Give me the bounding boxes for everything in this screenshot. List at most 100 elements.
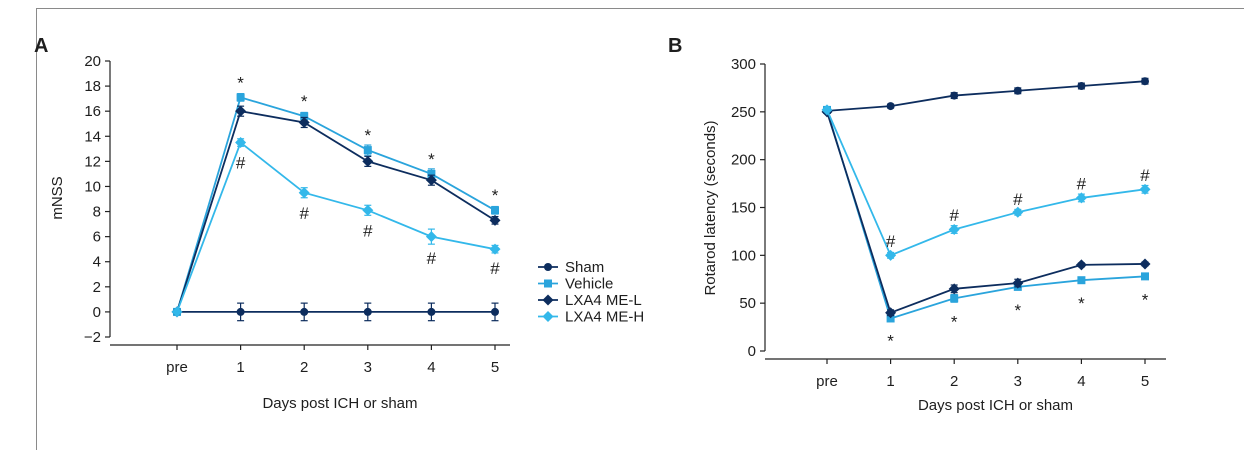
chart1-y-tick-label: 12 — [84, 153, 101, 170]
chart1-annotation: # — [236, 154, 246, 173]
chart2-panel-label: B — [668, 35, 682, 57]
chart1-data-point — [236, 93, 245, 102]
chart1-x-tick-label: 5 — [491, 359, 499, 376]
chart1-y-tick-label: 6 — [93, 229, 101, 246]
chart2-data-point — [948, 224, 960, 236]
chart1-y-tick-label: 20 — [84, 53, 101, 70]
chart1-y-tick-label: 2 — [93, 279, 101, 296]
chart2-data-point — [1139, 258, 1151, 270]
chart1-y-tick-label: −2 — [84, 329, 101, 346]
chart2-x-axis-label: Days post ICH or sham — [918, 397, 1073, 414]
chart2-data-point — [948, 283, 960, 295]
legend-swatch-marker — [544, 263, 552, 271]
chart2-x-tick-label: 4 — [1077, 373, 1085, 390]
chart1-x-tick-label: 2 — [300, 359, 308, 376]
chart1-y-tick-label: 14 — [84, 128, 101, 145]
chart1-data-point — [363, 146, 372, 155]
chart2-data-point — [1141, 77, 1149, 86]
chart2-y-tick-label: 100 — [731, 247, 756, 264]
chart2-data-point — [1012, 206, 1024, 218]
chart2-annotation: * — [1078, 294, 1085, 313]
chart1-data-point — [425, 231, 437, 243]
chart1-annotation: # — [363, 221, 373, 240]
chart1-data-point — [171, 306, 183, 318]
chart2-y-tick-label: 250 — [731, 104, 756, 121]
chart2-data-point — [1075, 259, 1087, 271]
chart2-annotation: # — [1013, 190, 1023, 209]
chart2-y-tick-label: 50 — [739, 295, 756, 312]
chart1-data-point — [489, 214, 501, 226]
chart1-annotation: * — [301, 92, 308, 111]
chart1-annotation: * — [237, 73, 244, 92]
chart1-data-point — [235, 137, 247, 149]
chart2-y-tick-label: 150 — [731, 200, 756, 217]
legend-swatch-marker — [544, 279, 552, 288]
chart2-data-point — [885, 249, 897, 261]
chart1-data-point — [362, 204, 374, 216]
chart2-data-point — [950, 91, 959, 100]
chart1-annotation: * — [492, 186, 499, 205]
chart1-data-point — [298, 187, 310, 199]
chart1-annotation: * — [428, 150, 435, 169]
chart1-annotation: # — [299, 204, 309, 223]
chart1-data-point — [300, 307, 309, 316]
chart1-data-point — [362, 155, 374, 167]
chart2-y-tick-label: 0 — [748, 343, 756, 360]
chart1-y-tick-label: 4 — [93, 254, 101, 271]
chart1-series-line — [176, 110, 496, 313]
chart1-annotation: * — [364, 126, 371, 145]
chart2-data-point — [1012, 277, 1024, 289]
chart2-annotation: # — [1140, 166, 1150, 185]
chart1-x-axis-label: Days post ICH or sham — [262, 395, 417, 412]
chart2-annotation: # — [1077, 175, 1087, 194]
chart2-y-axis-label: Rotarod latency (seconds) — [702, 120, 719, 295]
chart1-y-tick-label: 0 — [93, 304, 101, 321]
chart1-data-point — [427, 307, 436, 316]
legend-swatch-marker — [542, 294, 554, 306]
chart2-x-tick-label: 2 — [950, 373, 958, 390]
chart1-series-line — [176, 141, 496, 313]
chart2-annotation: * — [1014, 301, 1021, 320]
chart2-x-tick-label: 3 — [1014, 373, 1022, 390]
chart1-y-tick-label: 10 — [84, 178, 101, 195]
chart1-y-tick-label: 8 — [93, 204, 101, 221]
chart2-y-tick-label: 200 — [731, 152, 756, 169]
chart2-x-tick-label: 1 — [886, 373, 894, 390]
chart1-data-point — [298, 116, 310, 128]
chart1-data-point — [491, 307, 499, 316]
chart2-data-point — [1141, 272, 1149, 281]
chart1-data-point — [491, 206, 499, 215]
chart1-y-axis-label: mNSS — [49, 176, 66, 219]
chart1-x-tick-label: 1 — [236, 359, 244, 376]
chart2-y-tick-label: 300 — [731, 56, 756, 73]
legend-swatch-marker — [542, 311, 554, 322]
chart1-y-tick-label: 16 — [84, 103, 101, 120]
chart1-panel-label: A — [34, 35, 48, 57]
chart1-data-point — [489, 243, 501, 255]
chart1-data-point — [300, 112, 309, 121]
legend-label: Sham — [565, 259, 604, 276]
chart2-annotation: # — [886, 232, 896, 251]
chart2-annotation: * — [1142, 290, 1149, 309]
chart1-data-point — [425, 174, 437, 186]
legend-label: LXA4 ME-L — [565, 292, 642, 309]
chart1-annotation: # — [490, 259, 500, 278]
chart2-data-point — [821, 104, 833, 116]
chart2-series-line — [826, 109, 1146, 257]
chart2-data-point — [1077, 276, 1086, 285]
chart2-data-point — [1139, 183, 1151, 195]
chart2-annotation: * — [951, 312, 958, 331]
chart2-series-line — [826, 109, 1146, 320]
chart2-annotation: # — [949, 206, 959, 225]
chart2-series-line — [826, 80, 1146, 112]
chart1-x-tick-label: 3 — [364, 359, 372, 376]
legend-label: Vehicle — [565, 276, 613, 293]
chart2-data-point — [886, 314, 895, 323]
chart2-data-point — [1075, 192, 1087, 204]
chart2-x-tick-label: pre — [816, 373, 838, 390]
chart2-x-tick-label: 5 — [1141, 373, 1149, 390]
chart2-data-point — [1077, 82, 1086, 91]
chart2-annotation: * — [887, 331, 894, 350]
chart1-data-point — [235, 105, 247, 117]
